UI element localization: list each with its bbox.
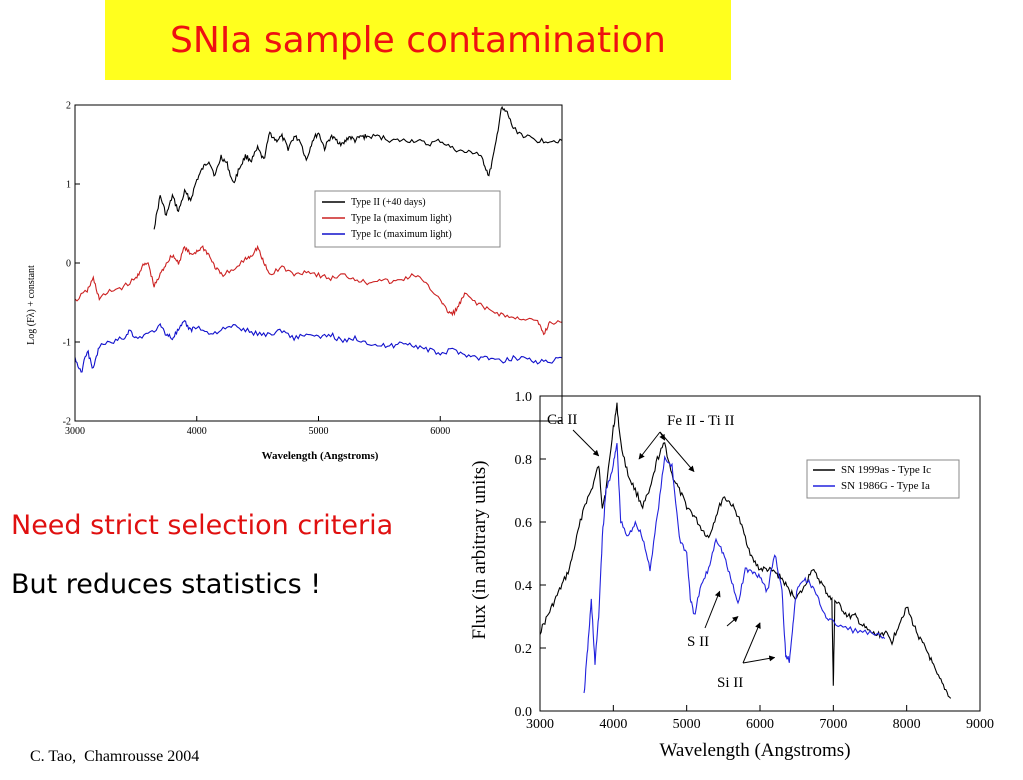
- legend-entry: Type II (+40 days): [351, 197, 426, 208]
- annotation-arrow: [726, 616, 739, 627]
- x-axis-label: Wavelength (Angstroms): [262, 450, 379, 462]
- credit-footer: C. Tao, Chamrousse 2004: [30, 748, 200, 765]
- y-axis-label: Flux (in arbitrary units): [469, 461, 490, 640]
- x-tick-label: 4000: [187, 426, 207, 437]
- slide-title: SNIa sample contamination: [170, 19, 666, 61]
- series-line-1: [153, 105, 563, 230]
- x-tick-label: 6000: [746, 717, 774, 732]
- x-tick-label: 9000: [966, 717, 994, 732]
- x-tick-label: 4000: [599, 717, 627, 732]
- y-tick-label: 0.6: [515, 516, 533, 531]
- y-tick-label: 0.0: [515, 705, 533, 720]
- annotation-arrow: [742, 655, 776, 664]
- y-tick-label: 0: [66, 259, 71, 270]
- series-line-3: [74, 320, 563, 373]
- annotation-arrow: [638, 431, 661, 460]
- legend-entry: SN 1999as - Type Ic: [841, 464, 931, 476]
- x-tick-label: 8000: [893, 717, 921, 732]
- annotation-arrow: [659, 431, 695, 473]
- x-tick-label: 5000: [673, 717, 701, 732]
- annotation-ca-ii: Ca II: [547, 412, 577, 428]
- annotation-fe-ti-ii: Fe II - Ti II: [667, 413, 735, 429]
- y-tick-label: -2: [63, 417, 71, 428]
- slide-title-box: SNIa sample contamination: [105, 0, 731, 80]
- legend-entry: Type Ia (maximum light): [351, 213, 452, 224]
- y-tick-label: 1: [66, 180, 71, 191]
- spectra-flux-plot: Flux (in arbitrary units) 3000 4000 5000 60…: [469, 390, 994, 761]
- x-axis-label: Wavelength (Angstroms): [659, 740, 850, 761]
- annotation-arrow: [572, 429, 600, 457]
- y-tick-label: 2: [66, 101, 71, 112]
- annotation-arrow: [704, 590, 721, 629]
- spectra-log-plot: Log (Fλ) + constant 3000 4000 5000 6000 -2 -1…: [26, 101, 563, 462]
- y-tick-label: 0.2: [515, 642, 533, 657]
- legend-entry: Type Ic (maximum light): [351, 229, 452, 240]
- plot-frame: [539, 395, 981, 712]
- series-line-2: [583, 443, 886, 694]
- x-tick-label: 5000: [309, 426, 329, 437]
- y-tick-label: 0.4: [515, 579, 533, 594]
- annotation-si-ii: Si II: [717, 675, 743, 691]
- x-tick-label: 3000: [526, 717, 554, 732]
- annotation-s-ii: S II: [687, 634, 709, 650]
- bullet-selection-criteria: Need strict selection criteria: [11, 510, 394, 541]
- annotation-arrow: [742, 622, 761, 664]
- legend-box: [806, 459, 960, 499]
- y-tick-label: -1: [63, 338, 71, 349]
- y-tick-label: 1.0: [515, 390, 533, 405]
- y-tick-label: 0.8: [515, 453, 533, 468]
- series-line-2: [74, 244, 563, 336]
- bullet-reduces-statistics: But reduces statistics !: [11, 569, 322, 600]
- x-tick-label: 3000: [65, 426, 85, 437]
- y-axis-label: Log (Fλ) + constant: [26, 265, 37, 345]
- x-tick-label: 7000: [819, 717, 847, 732]
- legend-box: [314, 190, 501, 248]
- x-tick-label: 6000: [430, 426, 450, 437]
- legend-entry: SN 1986G - Type Ia: [841, 480, 930, 492]
